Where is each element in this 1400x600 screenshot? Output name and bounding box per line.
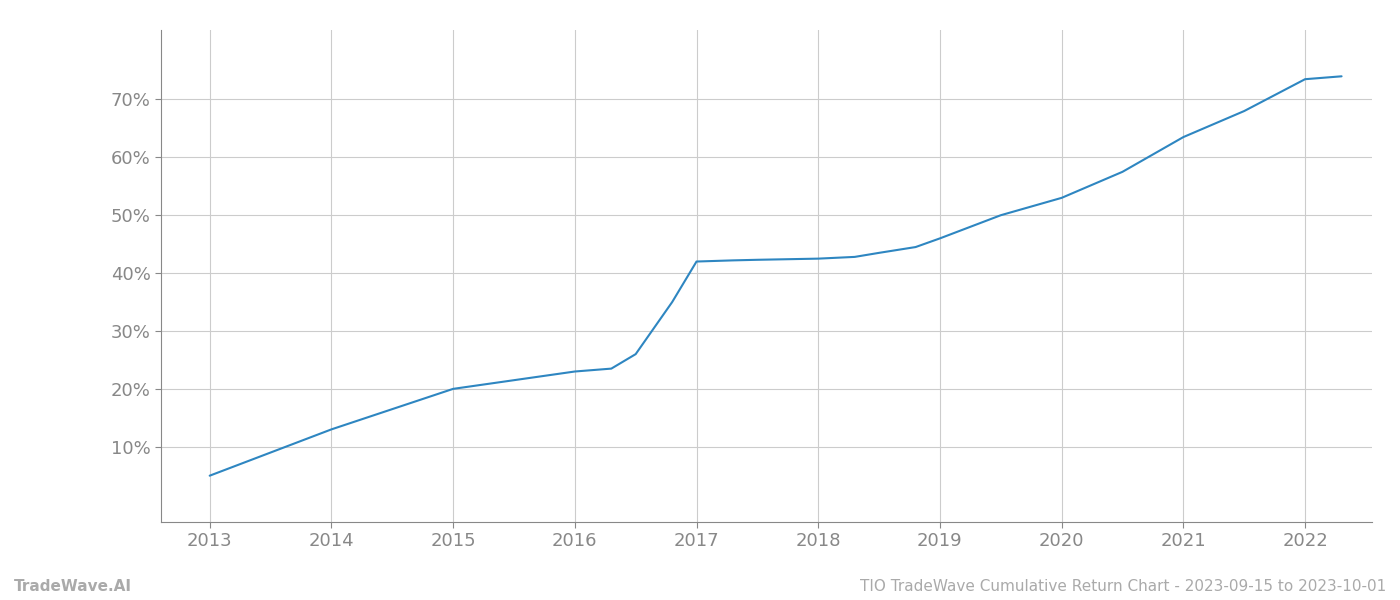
Text: TradeWave.AI: TradeWave.AI <box>14 579 132 594</box>
Text: TIO TradeWave Cumulative Return Chart - 2023-09-15 to 2023-10-01: TIO TradeWave Cumulative Return Chart - … <box>860 579 1386 594</box>
